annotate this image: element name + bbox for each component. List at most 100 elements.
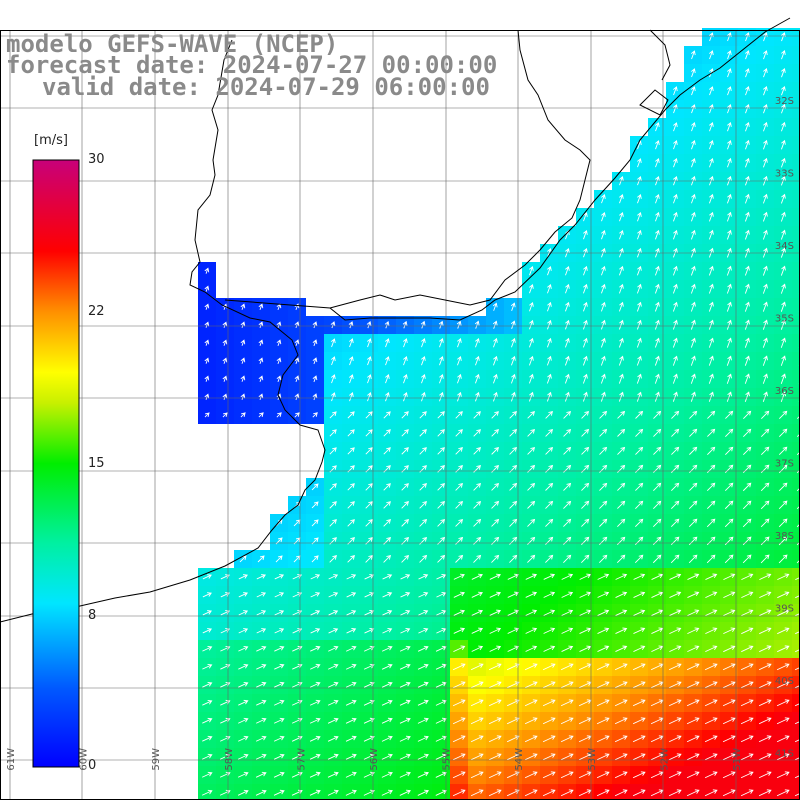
wind-vector xyxy=(776,699,790,707)
speed-cell xyxy=(450,784,468,800)
wind-vector xyxy=(597,591,610,598)
wind-vector xyxy=(760,428,770,438)
wind-vector xyxy=(310,628,321,634)
wind-vector xyxy=(670,500,680,510)
wind-vector xyxy=(760,482,770,492)
wind-vector xyxy=(419,447,427,455)
wind-vector xyxy=(563,500,572,509)
wind-vector xyxy=(636,301,642,312)
wind-vector xyxy=(653,410,662,419)
wind-vector xyxy=(491,429,499,437)
speed-cell xyxy=(792,694,800,712)
wind-vector xyxy=(258,375,264,382)
wind-vector xyxy=(330,338,336,348)
wind-vector xyxy=(758,663,772,671)
wind-vector xyxy=(563,410,572,419)
wind-vector xyxy=(561,573,574,580)
wind-vector xyxy=(473,554,482,563)
wind-vector xyxy=(399,753,411,760)
latitude-label: 40S xyxy=(775,676,794,687)
wind-vector xyxy=(758,717,772,725)
wind-vector xyxy=(331,356,336,366)
wind-vector xyxy=(794,648,800,653)
wind-vector xyxy=(437,411,445,419)
wind-vector xyxy=(274,681,285,688)
wind-vector xyxy=(778,464,788,474)
wind-vector xyxy=(436,592,447,598)
wind-vector xyxy=(632,771,646,779)
wind-vector xyxy=(294,393,300,401)
wind-vector xyxy=(599,464,608,473)
wind-vector xyxy=(724,482,734,492)
wind-vector xyxy=(403,374,408,384)
speed-cell xyxy=(792,136,800,154)
wind-vector xyxy=(258,357,264,364)
wind-vector xyxy=(617,428,626,437)
wind-vector xyxy=(367,392,372,402)
wind-vector xyxy=(309,789,321,796)
wind-vector xyxy=(796,415,800,420)
wind-vector xyxy=(651,591,664,598)
wind-vector xyxy=(582,373,588,384)
wind-vector xyxy=(524,753,538,761)
wind-vector xyxy=(706,554,716,564)
wind-vector xyxy=(781,50,786,60)
wind-vector xyxy=(345,699,357,706)
wind-vector xyxy=(473,429,481,437)
wind-vector xyxy=(222,357,228,364)
wind-vector xyxy=(709,104,714,114)
wind-vector xyxy=(780,193,786,204)
wind-vector xyxy=(310,663,321,670)
wind-vector xyxy=(258,339,264,346)
wind-vector xyxy=(617,536,626,545)
wind-vector xyxy=(565,283,570,294)
wind-vector xyxy=(473,536,482,545)
wind-vector xyxy=(619,194,624,204)
wind-vector xyxy=(579,591,592,598)
wind-vector xyxy=(543,591,556,598)
speed-cell xyxy=(612,784,630,800)
wind-vector xyxy=(365,447,373,455)
wind-vector xyxy=(547,265,552,276)
wind-vector xyxy=(489,627,502,634)
wind-vector xyxy=(778,536,788,546)
wind-vector xyxy=(256,645,267,652)
wind-vector xyxy=(273,735,285,742)
wind-vector xyxy=(581,410,590,419)
wind-vector xyxy=(583,265,588,276)
wind-vector xyxy=(635,500,644,509)
wind-vector xyxy=(475,355,480,366)
wind-vector xyxy=(707,446,716,455)
wind-vector xyxy=(381,771,393,778)
wind-vector xyxy=(688,536,698,546)
wind-vector xyxy=(327,789,339,796)
wind-vector xyxy=(312,375,318,383)
wind-vector xyxy=(637,193,642,204)
wind-vector xyxy=(565,301,570,312)
wind-vector xyxy=(671,482,680,491)
speed-cell xyxy=(522,784,540,800)
speed-cell xyxy=(792,334,800,352)
longitude-label: 61W xyxy=(6,748,17,771)
wind-vector xyxy=(491,554,500,563)
wind-vector xyxy=(581,428,590,437)
speed-cell xyxy=(288,784,306,800)
wind-vector xyxy=(599,482,608,491)
wind-vector xyxy=(525,609,538,616)
wind-vector xyxy=(294,357,300,365)
wind-vector xyxy=(437,429,445,437)
wind-vector xyxy=(452,771,466,779)
wind-vector xyxy=(453,591,465,598)
wind-vector xyxy=(524,735,538,743)
wind-vector xyxy=(780,319,786,330)
wind-vector xyxy=(654,265,660,276)
wind-vector xyxy=(506,681,520,689)
wind-vector xyxy=(619,211,624,222)
wind-vector xyxy=(349,374,354,384)
wind-vector xyxy=(470,735,484,743)
wind-vector xyxy=(365,555,373,563)
wind-vector xyxy=(706,500,716,510)
wind-vector xyxy=(614,681,628,689)
wind-vector xyxy=(470,789,484,797)
wind-vector xyxy=(347,501,355,509)
